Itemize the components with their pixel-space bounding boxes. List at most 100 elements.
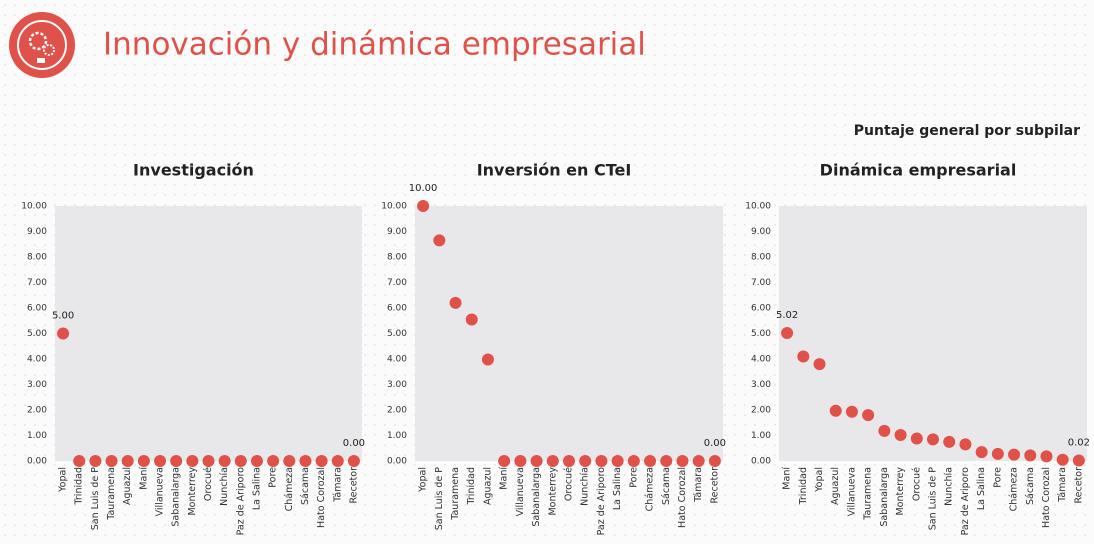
y-tick-label: 7.00 [387, 278, 407, 288]
x-tick-label: Trinidad [466, 467, 477, 506]
dot [644, 455, 657, 467]
x-tick-label: Sabanalarga [171, 467, 182, 527]
dot [449, 296, 462, 309]
dot [708, 455, 721, 467]
plot-area [415, 206, 723, 461]
x-tick-label: Monterrey [547, 467, 558, 516]
x-tick-label: Pore [628, 467, 639, 488]
x-tick-label: Chámeza [645, 467, 656, 511]
chart-title: Investigación [133, 161, 254, 180]
dot [105, 455, 118, 467]
y-tick-label: 5.00 [27, 329, 47, 339]
x-tick-label: Yopal [814, 467, 825, 493]
dot [595, 455, 608, 467]
x-tick-label: Villanueva [155, 467, 166, 516]
data-label: 0.00 [704, 438, 726, 449]
dot [331, 455, 344, 467]
dot [186, 455, 199, 467]
dot [1040, 450, 1053, 463]
x-tick-label: Yopal [418, 467, 429, 493]
x-tick-label: La Salina [251, 467, 262, 510]
x-tick-label: Maní [782, 467, 793, 490]
x-tick-label: Sabanalarga [531, 467, 542, 527]
y-tick-label: 1.00 [387, 431, 407, 441]
x-tick-label: Maní [138, 467, 149, 490]
data-label: 0.00 [343, 438, 365, 449]
dot [315, 455, 328, 467]
x-tick-label: Támara [693, 467, 704, 503]
dot [202, 455, 215, 467]
dot [57, 327, 70, 340]
x-tick-label: Aguazul [482, 467, 493, 505]
dot [611, 455, 624, 467]
y-tick-label: 1.00 [751, 431, 771, 441]
dot [481, 353, 494, 366]
x-tick-label: Trinidad [798, 467, 809, 506]
dot [465, 313, 478, 326]
dot [845, 405, 858, 418]
dot [514, 455, 527, 467]
dot [1056, 453, 1069, 466]
dot [627, 455, 640, 467]
x-tick-label: Tauramena [450, 467, 461, 521]
dot [234, 455, 247, 467]
y-tick-label: 6.00 [751, 304, 771, 314]
x-tick-label: Recetor [709, 467, 720, 504]
y-tick-label: 6.00 [387, 304, 407, 314]
y-tick-label: 9.00 [387, 227, 407, 237]
x-tick-label: Támara [332, 467, 343, 503]
x-tick-label: Chámeza [284, 467, 295, 511]
x-tick-label: Sabanalarga [879, 467, 890, 527]
y-tick-label: 10.00 [21, 202, 47, 212]
dot [991, 447, 1004, 460]
x-tick-label: Orocué [564, 467, 575, 501]
dot [89, 455, 102, 467]
y-tick-label: 3.00 [387, 380, 407, 390]
y-tick-label: 8.00 [387, 253, 407, 263]
x-tick-label: Sácama [661, 467, 672, 505]
x-tick-label: Villanueva [846, 467, 857, 516]
data-label: 0.02 [1068, 437, 1090, 448]
icon-bulb-base [37, 58, 45, 63]
dot [121, 455, 134, 467]
dot [878, 424, 891, 437]
dot [154, 455, 167, 467]
y-tick-label: 4.00 [751, 355, 771, 365]
header-icon [9, 12, 75, 78]
chart-title: Inversión en CTeI [477, 161, 632, 180]
y-tick-label: 10.00 [745, 202, 771, 212]
data-label: 10.00 [409, 183, 438, 194]
y-tick-label: 9.00 [27, 227, 47, 237]
x-tick-label: Maní [499, 467, 510, 490]
dot [927, 433, 939, 446]
x-tick-label: Hato Corozal [677, 467, 688, 528]
y-tick-label: 0.00 [751, 457, 771, 467]
dot [1024, 449, 1037, 462]
dot [579, 455, 592, 467]
y-tick-label: 5.00 [751, 329, 771, 339]
dot [73, 455, 86, 467]
dot [894, 428, 907, 441]
icon-gear [28, 31, 48, 51]
x-tick-label: Nunchía [944, 467, 955, 506]
data-label: 5.00 [52, 311, 74, 322]
x-tick-label: Hato Corozal [316, 467, 327, 528]
x-tick-label: Sácama [300, 467, 311, 505]
x-tick-label: Tauramena [863, 467, 874, 521]
data-label: 5.02 [776, 310, 798, 321]
x-tick-label: Aguazul [830, 467, 841, 505]
dot [676, 455, 689, 467]
dot [433, 234, 446, 247]
x-tick-label: Paz de Ariporo [235, 467, 246, 536]
plot-area [779, 206, 1087, 461]
x-tick-label: Paz de Ariporo [960, 467, 971, 536]
dot [862, 409, 875, 422]
page-subtitle: Puntaje general por subpilar [854, 123, 1080, 139]
x-tick-label: Hato Corozal [1041, 467, 1052, 528]
x-tick-label: Yopal [58, 467, 69, 493]
x-tick-label: San Luis de P [928, 467, 939, 531]
x-tick-label: La Salina [976, 467, 987, 510]
x-tick-label: Recetor [1073, 467, 1084, 504]
y-tick-label: 4.00 [387, 355, 407, 365]
